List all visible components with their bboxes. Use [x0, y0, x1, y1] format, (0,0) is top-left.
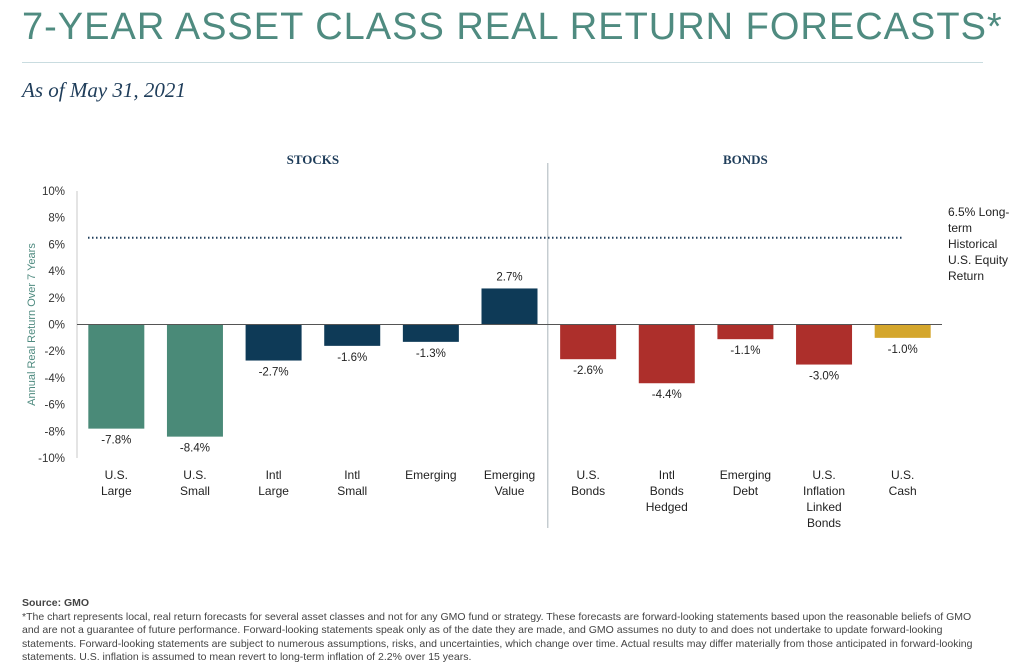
- x-tick-label: Small: [337, 484, 367, 498]
- x-tick-label: Linked: [806, 500, 841, 514]
- bar: [166, 324, 223, 437]
- data-label: -2.6%: [573, 365, 603, 377]
- x-tick-label: Hedged: [646, 500, 688, 514]
- y-axis-title: Annual Real Return Over 7 Years: [26, 243, 38, 406]
- bar: [88, 324, 145, 429]
- page-title: 7-YEAR ASSET CLASS REAL RETURN FORECASTS…: [22, 6, 1003, 48]
- data-label: -1.6%: [337, 352, 367, 364]
- x-tick-label: Emerging: [405, 468, 456, 482]
- reference-line-label: Return: [948, 269, 984, 283]
- data-label: -2.7%: [259, 367, 289, 379]
- bar: [796, 324, 853, 365]
- reference-line-label: U.S. Equity: [948, 253, 1008, 267]
- x-tick-label: Bonds: [571, 484, 605, 498]
- data-label: -7.8%: [101, 435, 131, 447]
- y-tick-label: 2%: [48, 293, 65, 305]
- x-tick-label: U.S.: [891, 468, 914, 482]
- bar: [874, 324, 931, 338]
- x-tick-label: Inflation: [803, 484, 845, 498]
- y-tick-label: 4%: [48, 266, 65, 278]
- bar: [560, 324, 617, 360]
- bar: [481, 288, 538, 325]
- y-tick-label: -10%: [38, 453, 65, 465]
- y-tick-label: -8%: [45, 426, 65, 438]
- group-header-stocks: STOCKS: [287, 152, 340, 167]
- bar: [638, 324, 695, 384]
- bar: [324, 324, 381, 346]
- reference-line-label: 6.5% Long-: [948, 205, 1009, 219]
- x-tick-label: Cash: [889, 484, 917, 498]
- x-tick-label: Bonds: [807, 516, 841, 530]
- data-label: -1.1%: [730, 345, 760, 357]
- bar: [245, 324, 302, 361]
- x-tick-label: Value: [495, 484, 525, 498]
- y-tick-label: 10%: [42, 186, 65, 198]
- data-label: -1.0%: [888, 344, 918, 356]
- as-of-date: As of May 31, 2021: [22, 78, 186, 102]
- x-tick-label: Emerging: [720, 468, 771, 482]
- bar: [402, 324, 459, 342]
- source-note: Source: GMO: [22, 597, 90, 609]
- x-tick-label: Large: [258, 484, 289, 498]
- bar-chart: 10% 8% 6% 4% 2% 0% -2% -4% -6% -8% -10% Annual Real…: [26, 152, 1009, 530]
- x-tick-label: Debt: [733, 484, 759, 498]
- group-header-bonds: BONDS: [723, 152, 768, 167]
- y-tick-label: 6%: [48, 239, 65, 251]
- bar: [717, 324, 774, 340]
- y-tick-label: -2%: [45, 346, 65, 358]
- data-label: -3.0%: [809, 371, 839, 383]
- data-label: 2.7%: [496, 271, 522, 283]
- x-tick-label: Intl: [266, 468, 282, 482]
- y-tick-label: 8%: [48, 213, 65, 225]
- x-tick-label: Large: [101, 484, 132, 498]
- x-tick-label: U.S.: [105, 468, 128, 482]
- x-tick-label: Bonds: [650, 484, 684, 498]
- x-tick-label: Emerging: [484, 468, 535, 482]
- x-tick-label: Intl: [344, 468, 360, 482]
- y-tick-label: -4%: [45, 373, 65, 385]
- x-tick-label: U.S.: [183, 468, 206, 482]
- x-tick-label: U.S.: [576, 468, 599, 482]
- reference-line-label: term: [948, 221, 972, 235]
- x-tick-label: U.S.: [812, 468, 835, 482]
- title-divider: [22, 62, 983, 63]
- reference-line-label: Historical: [948, 237, 997, 251]
- data-label: -4.4%: [652, 389, 682, 401]
- x-tick-label: Small: [180, 484, 210, 498]
- disclaimer-text: *The chart represents local, real return…: [22, 610, 973, 664]
- y-tick-label: 0%: [48, 320, 65, 332]
- y-tick-label: -6%: [45, 400, 65, 412]
- x-tick-label: Intl: [659, 468, 675, 482]
- data-label: -1.3%: [416, 348, 446, 360]
- data-label: -8.4%: [180, 443, 210, 455]
- footer: Source: GMO *The chart represents local,…: [22, 597, 982, 665]
